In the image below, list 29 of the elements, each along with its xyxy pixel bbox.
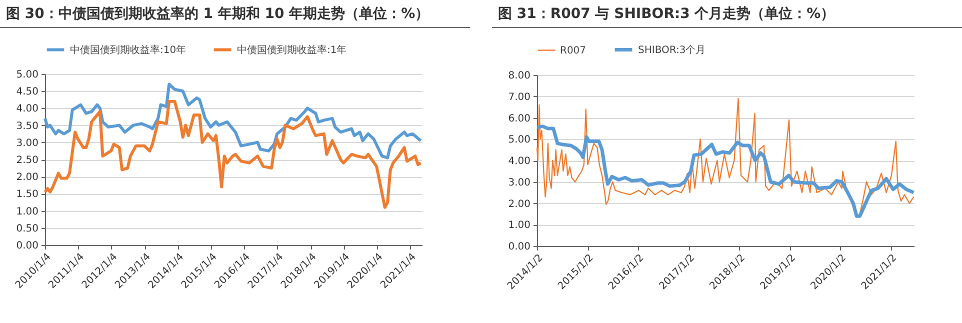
y-tick-label: 2.00 bbox=[16, 172, 38, 184]
y-tick-label: 1.00 bbox=[16, 206, 38, 218]
y-tick-label: 5.00 bbox=[16, 70, 38, 80]
y-tick-label: 0.50 bbox=[16, 223, 38, 234]
y-tick-label: 0.00 bbox=[508, 242, 530, 252]
y-tick-label: 1.50 bbox=[16, 189, 38, 200]
y-tick-label: 4.50 bbox=[16, 86, 38, 98]
y-tick-label: 7.00 bbox=[508, 92, 530, 103]
y-tick-label: 5.00 bbox=[508, 134, 530, 146]
line-series bbox=[535, 124, 916, 218]
legend-label: 中债国债到期收益率:10年 bbox=[70, 44, 186, 56]
line-series bbox=[44, 82, 422, 160]
legend-label: SHIBOR:3个月 bbox=[638, 44, 706, 56]
y-tick-label: 3.00 bbox=[16, 138, 38, 149]
y-tick-label: 3.00 bbox=[508, 177, 530, 188]
legend-label: 中债国债到期收益率:1年 bbox=[237, 44, 347, 56]
y-tick-label: 4.00 bbox=[16, 104, 38, 115]
y-tick-label: 4.00 bbox=[508, 156, 530, 167]
chart-title: 图 31：R007 与 SHIBOR:3 个月走势（单位：%） bbox=[498, 5, 835, 23]
y-tick-label: 8.00 bbox=[508, 70, 530, 82]
line-series bbox=[44, 100, 422, 209]
y-tick-label: 2.50 bbox=[16, 155, 38, 166]
y-tick-label: 2.00 bbox=[508, 198, 530, 210]
legend-label: R007 bbox=[560, 45, 586, 56]
y-tick-label: 0.00 bbox=[16, 240, 38, 252]
y-tick-label: 6.00 bbox=[508, 113, 530, 124]
y-tick-label: 1.00 bbox=[508, 220, 530, 232]
y-tick-label: 3.50 bbox=[16, 120, 38, 132]
chart-title: 图 30：中债国债到期收益率的 1 年期和 10 年期走势（单位：%） bbox=[6, 5, 430, 23]
